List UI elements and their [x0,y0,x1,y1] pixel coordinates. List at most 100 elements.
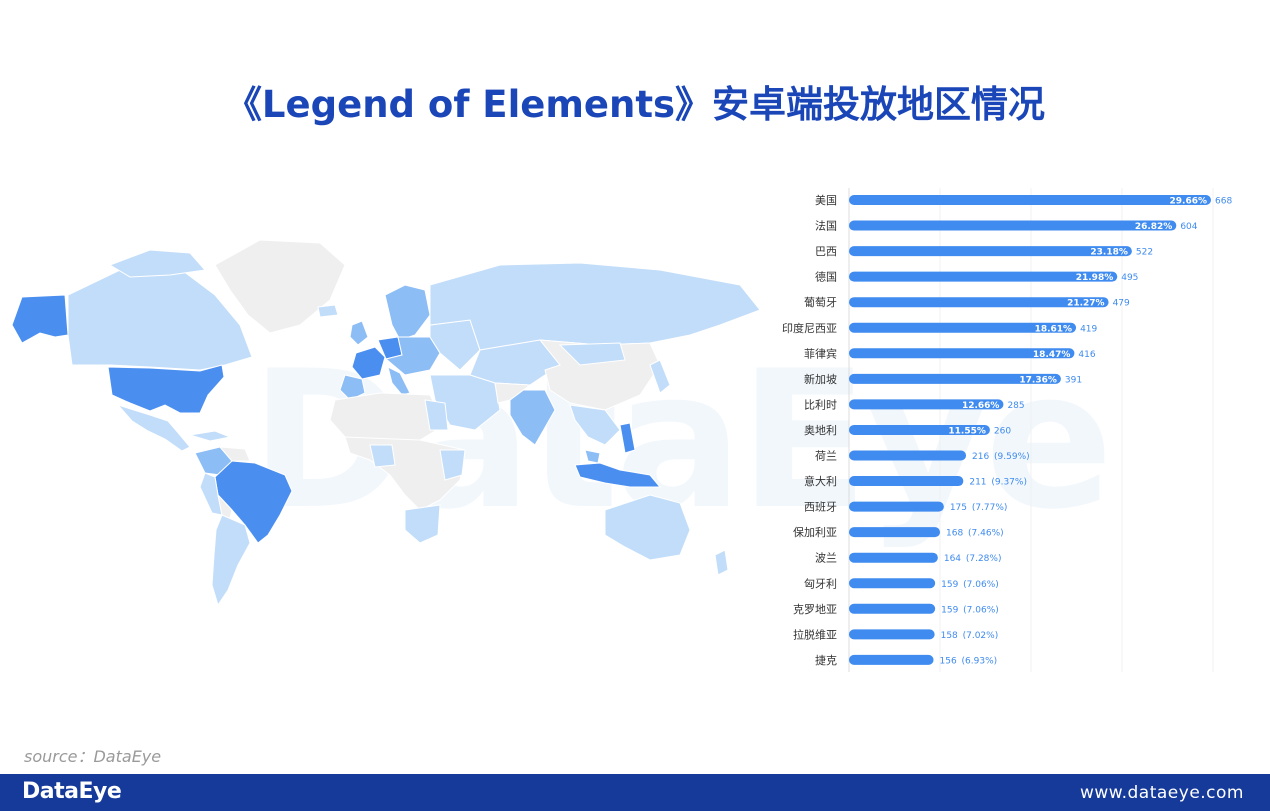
footer-url: www.dataeye.com [1079,783,1244,803]
value-label: 522 [1136,248,1153,258]
percent-label: (7.02%) [963,631,999,641]
bar [849,246,1132,257]
map-new-zealand [714,549,729,576]
percent-label: (7.06%) [963,605,999,615]
bar [849,373,1061,384]
map-venezuela [218,446,251,462]
percent-label: (6.93%) [962,656,998,666]
category-label: 意大利 [804,474,837,488]
bar [849,220,1177,231]
map-russia [429,262,761,351]
map-mexico [116,403,191,452]
map-egypt [424,399,449,431]
bar [849,348,1075,359]
percent-label: (7.77%) [972,503,1008,513]
bar [849,297,1109,308]
percent-label: 23.18% [1090,248,1128,258]
map-mongolia [558,342,626,366]
map-korea-japan [649,359,671,394]
bar [849,399,1004,410]
bar [849,629,935,640]
map-usa [107,364,225,414]
bar [849,654,934,665]
map-france [351,346,386,380]
bar [849,424,990,435]
value-label: 285 [1007,401,1024,411]
bar [849,322,1077,333]
value-label: 479 [1113,299,1130,309]
category-label: 奥地利 [804,423,837,437]
map-uk [349,320,369,346]
category-label: 波兰 [815,552,837,565]
percent-label: 18.61% [1035,324,1073,334]
category-label: 法国 [815,219,837,233]
category-label: 保加利亚 [793,525,837,539]
map-east-africa [439,449,466,481]
map-nigeria [369,444,396,468]
value-label: 668 [1215,197,1232,207]
map-caribbean [189,430,232,442]
category-label: 巴西 [815,245,837,258]
value-label: 159 [941,580,958,590]
value-label: 391 [1065,375,1082,385]
map-pakistan [494,382,532,404]
category-label: 新加坡 [804,372,837,386]
percent-label: (7.06%) [963,580,999,590]
value-label: 419 [1080,324,1097,334]
category-label: 捷克 [815,653,837,667]
bar [849,271,1118,282]
percent-label: (9.59%) [994,452,1030,462]
map-philippines [619,422,636,454]
category-label: 克罗地亚 [793,603,837,616]
footer-bar: DataEye www.dataeye.com [0,774,1270,811]
percent-label: (7.28%) [966,554,1002,564]
map-malaysia [584,449,601,464]
value-label: 159 [941,605,958,615]
map-scandinavia [384,284,431,341]
value-label: 175 [950,503,967,513]
value-label: 164 [944,554,961,564]
category-label: 荷兰 [815,450,837,463]
category-label: 印度尼西亚 [782,321,837,335]
bar [849,552,938,563]
percent-label: 11.55% [948,426,986,436]
category-label: 比利时 [804,398,837,411]
percent-label: 21.98% [1076,273,1114,283]
map-iceland [317,304,339,318]
map-india [509,389,556,446]
category-label: 菲律宾 [804,346,837,360]
value-label: 168 [946,529,963,539]
bar [849,603,936,614]
bar [849,476,964,487]
world-map [11,239,761,607]
bar-chart: 美国 29.66% 668 法国 26.82% 604 巴西 23.18% 522 德国 21.98… [782,188,1232,672]
value-label: 416 [1078,350,1095,360]
percent-label: (9.37%) [991,478,1027,488]
bar [849,501,944,512]
percent-label: 17.36% [1019,375,1056,385]
value-label: 216 [972,452,989,462]
percent-label: 26.82% [1135,222,1173,232]
bar [849,195,1211,205]
map-alaska [11,294,69,344]
value-label: 156 [940,656,957,666]
bar [849,450,967,461]
footer-logo: DataEye [22,779,122,804]
map-south-africa [404,504,441,544]
value-label: 158 [941,631,958,641]
percent-label: 29.66% [1170,197,1208,207]
category-label: 葡萄牙 [804,296,837,309]
percent-label: 18.47% [1033,350,1071,360]
map-se-asia [569,404,621,446]
bar [849,578,936,589]
category-label: 美国 [815,194,837,207]
map-greenland [214,239,346,334]
category-label: 西班牙 [804,501,837,514]
percent-label: (7.46%) [968,529,1004,539]
percent-label: 21.27% [1067,299,1105,309]
value-label: 604 [1180,222,1197,232]
category-label: 匈牙利 [804,576,837,590]
bar [849,527,941,538]
value-label: 260 [994,426,1011,436]
value-label: 211 [969,478,986,488]
